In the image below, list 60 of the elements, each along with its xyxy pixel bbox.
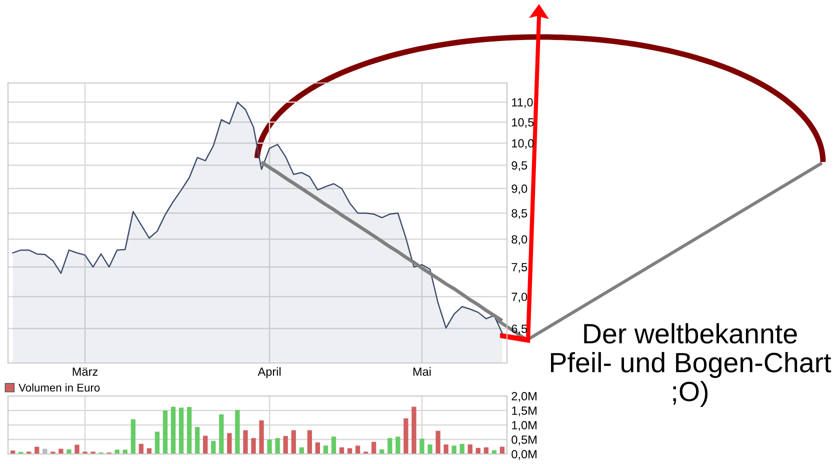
bar bbox=[420, 438, 424, 454]
legend-label: Volumen in Euro bbox=[18, 383, 100, 392]
y-tick-label: 9,5 bbox=[512, 161, 528, 172]
bar bbox=[396, 436, 400, 454]
bar bbox=[412, 406, 416, 454]
bar bbox=[307, 430, 312, 454]
bar bbox=[251, 438, 256, 454]
bar bbox=[154, 432, 160, 454]
x-tick-label: Mai bbox=[413, 367, 431, 376]
bar bbox=[66, 449, 72, 454]
bar bbox=[372, 442, 376, 454]
y-tick-label: 11,0 bbox=[512, 98, 533, 108]
bar bbox=[227, 433, 232, 454]
y-tick-label: 1,5M bbox=[512, 406, 536, 416]
bar bbox=[404, 418, 408, 454]
y-tick-label: 7,5 bbox=[512, 263, 528, 273]
bar bbox=[323, 446, 328, 454]
y-tick-label: 0,5M bbox=[512, 436, 536, 446]
bar bbox=[186, 407, 192, 454]
bar bbox=[170, 406, 176, 454]
bar bbox=[219, 414, 224, 454]
bar bbox=[58, 448, 64, 454]
bar bbox=[74, 444, 80, 454]
y-tick-label: 1,0M bbox=[512, 421, 536, 431]
bar bbox=[444, 444, 448, 454]
bar bbox=[259, 420, 264, 454]
text: Der weltbekannte Pfeil- und Bogen-Chart ;O) bbox=[551, 323, 832, 407]
bar bbox=[331, 436, 336, 454]
bar bbox=[243, 430, 248, 454]
bar bbox=[235, 410, 240, 454]
bar bbox=[436, 430, 440, 454]
y-tick-label: 8,0 bbox=[512, 235, 528, 245]
bar bbox=[162, 410, 168, 454]
bar bbox=[355, 446, 360, 454]
bar bbox=[283, 436, 288, 454]
bar bbox=[195, 427, 200, 454]
x-tick-label: März bbox=[72, 368, 98, 376]
bar bbox=[138, 444, 144, 454]
bar bbox=[492, 450, 496, 454]
bar bbox=[347, 448, 352, 454]
bar bbox=[146, 448, 152, 454]
bar bbox=[468, 444, 472, 454]
bar bbox=[428, 444, 432, 454]
bar bbox=[211, 440, 216, 454]
bar bbox=[275, 438, 280, 454]
bar bbox=[267, 440, 272, 454]
y-tick-label: 8,5 bbox=[512, 209, 528, 219]
y-tick-label: 0,0M bbox=[512, 450, 536, 460]
y-tick-label: 9,0 bbox=[512, 184, 528, 194]
bar bbox=[388, 438, 392, 454]
bar bbox=[452, 446, 456, 454]
bar bbox=[315, 442, 320, 454]
bar bbox=[460, 444, 464, 454]
y-tick-label: 7,0 bbox=[512, 292, 528, 302]
y-tick-label: 2,0M bbox=[512, 392, 536, 402]
bar bbox=[130, 419, 136, 454]
bar bbox=[178, 408, 184, 454]
bar bbox=[203, 436, 208, 454]
bar bbox=[291, 430, 296, 454]
x-tick-label: April bbox=[258, 367, 281, 378]
